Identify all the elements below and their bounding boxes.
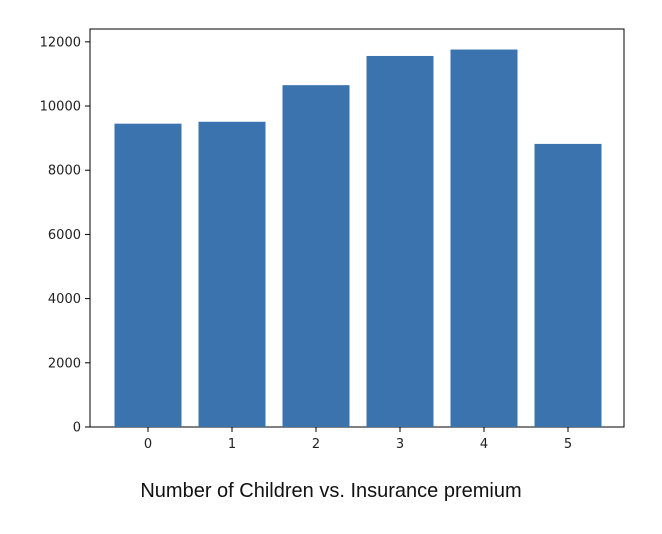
bar-1 <box>198 121 266 427</box>
bars-group <box>114 49 602 428</box>
y-tick-label: 0 <box>73 421 81 436</box>
x-axis: 0 1 2 3 4 5 <box>144 427 572 452</box>
y-tick-label: 10000 <box>40 100 81 115</box>
chart-caption: Number of Children vs. Insurance premium <box>140 480 522 502</box>
x-tick-label: 4 <box>480 437 488 452</box>
y-tick-label: 6000 <box>48 228 81 243</box>
y-tick-label: 2000 <box>48 356 81 371</box>
y-tick-label: 8000 <box>48 164 81 179</box>
x-tick-label: 0 <box>144 437 152 452</box>
plot-frame <box>89 28 625 428</box>
bar-0 <box>114 123 182 427</box>
x-tick-label: 1 <box>228 437 236 452</box>
y-tick-label: 12000 <box>40 35 81 50</box>
bar-3 <box>366 55 434 427</box>
x-tick-label: 3 <box>396 437 404 452</box>
y-tick-label: 4000 <box>48 292 81 307</box>
x-tick-label: 5 <box>564 437 572 452</box>
bar-5 <box>534 143 602 428</box>
bar-4 <box>450 49 518 428</box>
x-tick-label: 2 <box>312 437 320 452</box>
bar-chart: 0 2000 4000 6000 8000 10000 12000 0 1 2 3 4 5 <box>40 28 625 452</box>
y-axis: 0 2000 4000 6000 8000 10000 12000 <box>40 35 90 436</box>
bar-2 <box>282 85 350 427</box>
